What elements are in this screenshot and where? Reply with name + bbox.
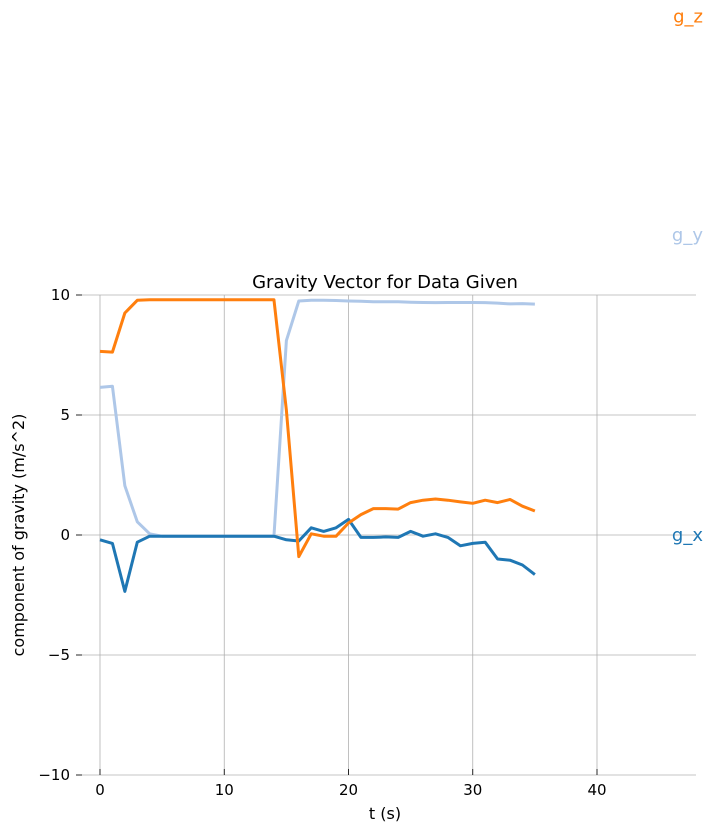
y-axis-title: component of gravity (m/s^2) — [9, 414, 28, 657]
x-axis-title: t (s) — [369, 804, 401, 823]
y-tick-label: −5 — [48, 646, 70, 664]
series-line-g-x — [99, 517, 536, 593]
series-layer — [99, 298, 536, 593]
series-label-g-z: g_z — [673, 7, 703, 28]
y-tick-label: −10 — [38, 766, 70, 784]
x-tick-label: 40 — [587, 781, 606, 799]
series-label-g-x: g_x — [672, 525, 703, 546]
y-tick-label: 5 — [60, 406, 70, 424]
series-line-g-z — [99, 298, 536, 559]
y-tick-label: 10 — [51, 286, 70, 304]
chart-title: Gravity Vector for Data Given — [252, 272, 518, 293]
x-tick-label: 10 — [215, 781, 234, 799]
series-label-g-y: g_y — [672, 225, 703, 246]
ticks-layer: 10 5 0 −5 −10 0 10 20 30 40 — [38, 286, 606, 799]
x-tick-label: 0 — [95, 781, 105, 799]
series-label-layer: g_x g_y g_z — [672, 7, 703, 546]
x-tick-label: 20 — [339, 781, 358, 799]
x-tick-label: 30 — [463, 781, 482, 799]
y-tick-label: 0 — [60, 526, 70, 544]
series-line-g-y — [99, 298, 535, 538]
